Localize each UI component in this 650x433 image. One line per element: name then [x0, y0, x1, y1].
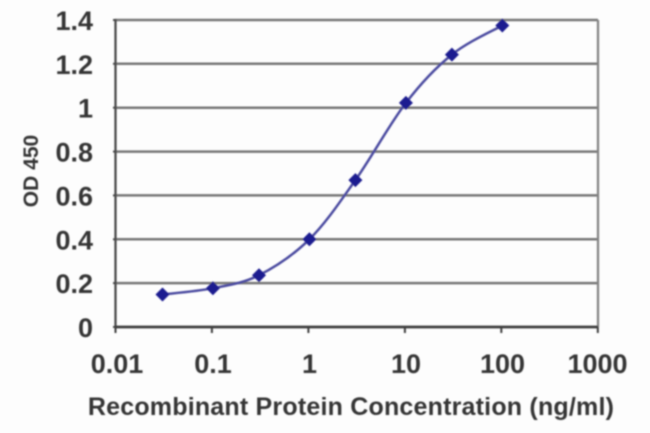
- svg-text:1.4: 1.4: [55, 6, 93, 36]
- svg-text:0.2: 0.2: [55, 269, 93, 299]
- svg-text:0.1: 0.1: [194, 349, 232, 379]
- svg-text:1: 1: [302, 349, 317, 379]
- svg-text:100: 100: [480, 349, 525, 379]
- svg-text:Recombinant Protein Concentrat: Recombinant Protein Concentration (ng/ml…: [88, 393, 614, 421]
- svg-text:0.8: 0.8: [55, 138, 93, 168]
- svg-text:0: 0: [78, 313, 93, 343]
- svg-text:1: 1: [78, 94, 93, 124]
- svg-text:0.01: 0.01: [91, 349, 144, 379]
- svg-text:1000: 1000: [567, 349, 627, 379]
- svg-text:0.6: 0.6: [55, 181, 93, 211]
- svg-text:10: 10: [391, 349, 421, 379]
- svg-text:OD 450: OD 450: [20, 135, 43, 207]
- svg-text:1.2: 1.2: [55, 50, 93, 80]
- svg-text:0.4: 0.4: [55, 225, 93, 255]
